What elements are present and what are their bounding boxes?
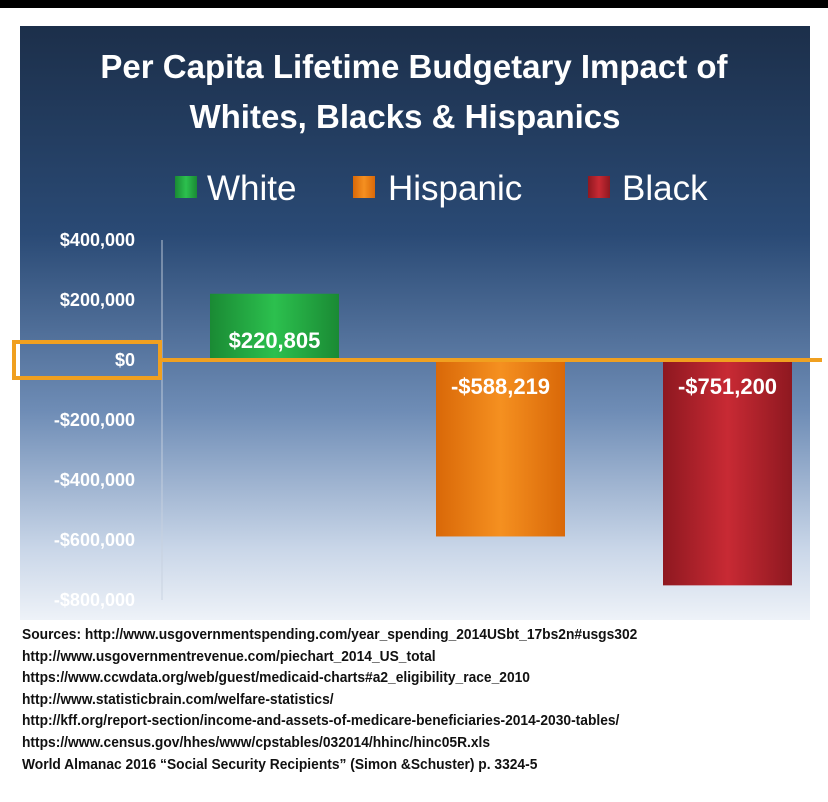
y-tick-label: -$800,000	[54, 590, 135, 610]
bar-black	[663, 360, 792, 586]
data-label-white: $220,805	[229, 328, 321, 353]
y-tick-label: -$200,000	[54, 410, 135, 430]
legend-swatch-hispanic	[353, 176, 375, 198]
chart-title-line-2: Whites, Blacks & Hispanics	[190, 98, 621, 135]
y-tick-label: -$600,000	[54, 530, 135, 550]
y-tick-label: $0	[115, 350, 135, 370]
source-line: http://kff.org/report-section/income-and…	[22, 712, 620, 730]
bar-white	[210, 293, 339, 360]
y-tick-label: $200,000	[60, 290, 135, 310]
legend-swatch-white	[175, 176, 197, 198]
source-line: https://www.ccwdata.org/web/guest/medica…	[22, 669, 530, 687]
legend: White Hispanic Black	[175, 169, 708, 208]
sources-list: Sources: http://www.usgovernmentspending…	[22, 624, 758, 775]
chart-title-line-1: Per Capita Lifetime Budgetary Impact of	[100, 48, 728, 85]
source-line: https://www.census.gov/hhes/www/cpstable…	[22, 733, 491, 751]
bars	[210, 293, 792, 586]
source-line: Sources: http://www.usgovernmentspending…	[22, 626, 638, 643]
zero-highlight-box	[12, 340, 162, 380]
legend-label-black: Black	[622, 169, 708, 208]
bar-hispanic	[436, 360, 565, 537]
source-line: World Almanac 2016 “Social Security Reci…	[22, 755, 538, 773]
data-label-black: -$751,200	[678, 374, 777, 399]
top-border	[0, 0, 828, 8]
source-line: http://www.usgovernmentrevenue.com/piech…	[22, 647, 436, 665]
y-axis-ticks: $400,000 $200,000 $0 -$200,000 -$400,000 -$60…	[54, 230, 135, 610]
source-line: http://www.statisticbrain.com/welfare-st…	[22, 690, 334, 708]
data-labels: $220,805 -$588,219 -$751,200	[229, 328, 777, 399]
data-label-hispanic: -$588,219	[451, 374, 550, 399]
y-tick-label: $400,000	[60, 230, 135, 250]
legend-label-hispanic: Hispanic	[388, 169, 522, 208]
legend-label-white: White	[207, 169, 296, 208]
legend-swatch-black	[588, 176, 610, 198]
y-tick-label: -$400,000	[54, 470, 135, 490]
bar-chart: Per Capita Lifetime Budgetary Impact of …	[12, 48, 822, 610]
